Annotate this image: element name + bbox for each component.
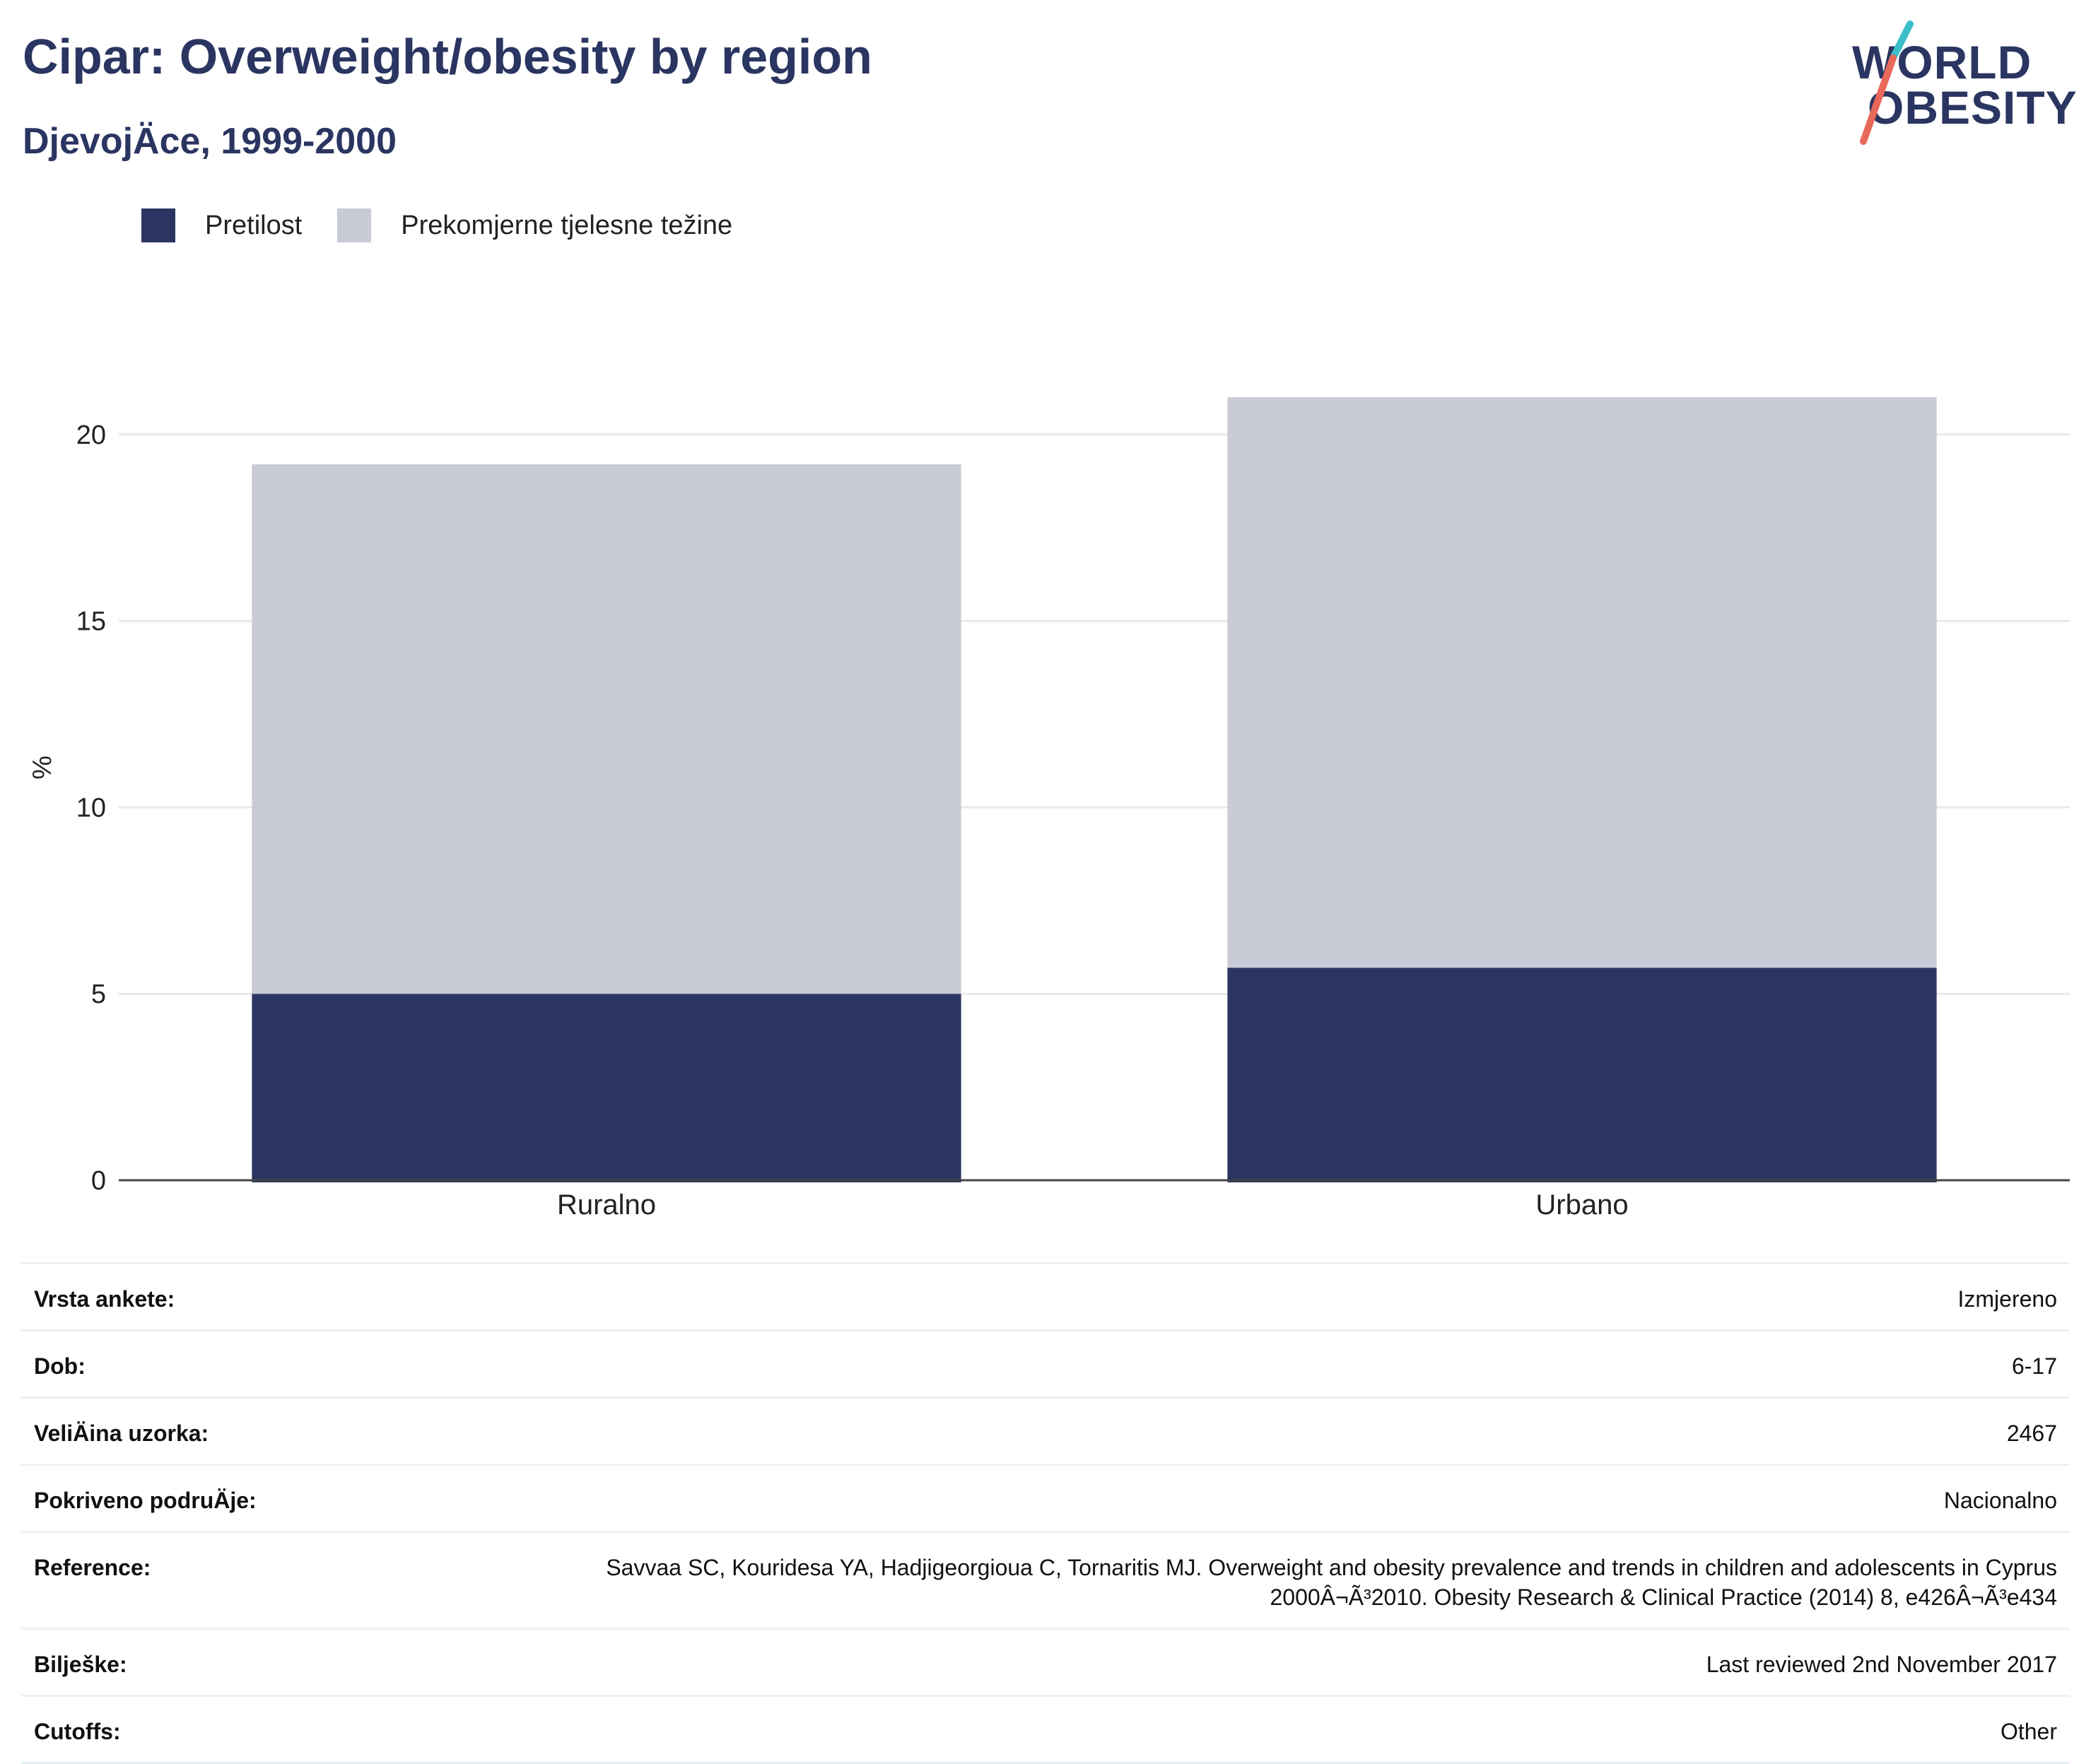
chart-legend: Pretilost Prekomjerne tjelesne težine: [141, 208, 768, 242]
legend-item-overweight: Prekomjerne tjelesne težine: [337, 208, 732, 242]
info-row: VeliÄina uzorka: 2467: [21, 1396, 2070, 1465]
legend-swatch-obesity: [141, 208, 175, 242]
legend-swatch-overweight: [337, 208, 372, 242]
info-row: Pokriveno podruÄje: Nacionalno: [21, 1464, 2070, 1532]
bar-overweight: [1227, 397, 1937, 968]
survey-info-table: Vrsta ankete: Izmjereno Dob: 6-17 VeliÄina u…: [21, 1262, 2070, 1764]
info-value: 6-17: [541, 1329, 2070, 1398]
logo-slash-icon: [1860, 20, 1914, 145]
legend-item-obesity: Pretilost: [141, 208, 302, 242]
y-tick-label: 5: [91, 980, 106, 1009]
bar-chart: 0 5 10 15 20% Ruralno Urbano: [28, 397, 2070, 1221]
logo-text-obesity: OBESITY: [1868, 81, 2078, 134]
legend-label-overweight: Prekomjerne tjelesne težine: [401, 210, 733, 240]
bar-obesity: [1227, 968, 1937, 1182]
info-value: Other: [541, 1695, 2070, 1764]
bar-overweight: [252, 464, 961, 994]
y-tick-label: 0: [91, 1166, 106, 1196]
chart-title: Cipar: Overweight/obesity by region: [23, 29, 872, 84]
y-tick-label: 10: [76, 793, 106, 823]
y-tick-label: 20: [76, 421, 106, 450]
info-row: Bilješke: Last reviewed 2nd November 2017: [21, 1628, 2070, 1696]
info-value: Savvaa SC, Kouridesa YA, Hadjigeorgioua …: [541, 1531, 2070, 1629]
world-obesity-logo: WORLD OBESITY: [1838, 20, 2078, 154]
info-row: Dob: 6-17: [21, 1329, 2070, 1398]
info-label: Reference:: [21, 1531, 541, 1629]
info-label: Vrsta ankete:: [21, 1262, 541, 1331]
info-label: Pokriveno podruÄje:: [21, 1464, 541, 1532]
info-row: Cutoffs: Other: [21, 1695, 2070, 1764]
legend-label-obesity: Pretilost: [205, 210, 303, 240]
info-label: Cutoffs:: [21, 1695, 541, 1764]
y-axis-label: %: [28, 755, 57, 780]
y-tick-label: 15: [76, 607, 106, 637]
chart-subtitle: DjevojÄce, 1999-2000: [23, 121, 397, 162]
info-value: 2467: [541, 1396, 2070, 1465]
info-value: Izmjereno: [541, 1262, 2070, 1331]
bar-obesity: [252, 994, 961, 1182]
info-label: Bilješke:: [21, 1628, 541, 1696]
info-label: VeliÄina uzorka:: [21, 1396, 541, 1465]
info-value: Nacionalno: [541, 1464, 2070, 1532]
x-category-label: Ruralno: [557, 1189, 656, 1221]
info-row: Vrsta ankete: Izmjereno: [21, 1262, 2070, 1331]
info-label: Dob:: [21, 1329, 541, 1398]
x-category-label: Urbano: [1535, 1189, 1628, 1221]
info-row: Reference: Savvaa SC, Kouridesa YA, Hadji…: [21, 1531, 2070, 1629]
info-value: Last reviewed 2nd November 2017: [541, 1628, 2070, 1696]
